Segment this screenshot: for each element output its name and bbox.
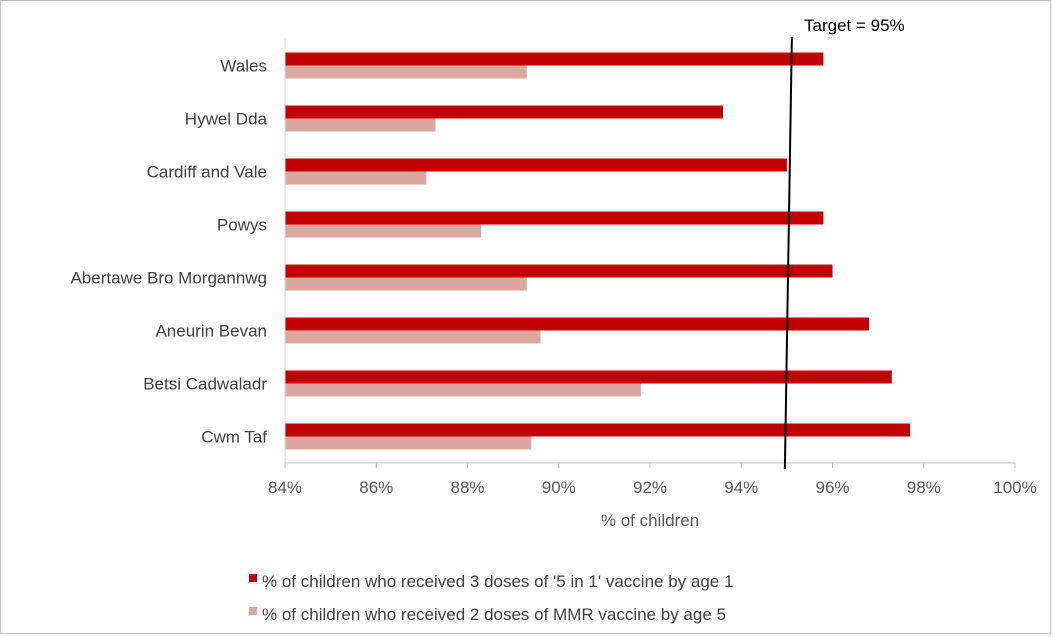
x-tick-label: 86%	[359, 478, 393, 497]
category-label: Aneurin Bevan	[155, 322, 267, 341]
bar-mmr	[285, 277, 527, 291]
target-label: Target = 95%	[804, 16, 905, 35]
category-label: Abertawe Bro Morgannwg	[70, 269, 267, 288]
bar-mmr	[285, 330, 541, 344]
target-line	[783, 36, 793, 470]
category-label: Powys	[217, 216, 267, 235]
x-tick-label: 100%	[993, 478, 1036, 497]
x-tick-label: 92%	[633, 478, 667, 497]
bar-5-in-1	[285, 105, 723, 119]
x-tick-label: 96%	[815, 478, 849, 497]
bar-mmr	[285, 171, 427, 185]
category-label: Hywel Dda	[185, 110, 268, 129]
category-label: Cwm Taf	[201, 428, 267, 447]
bar-mmr	[285, 436, 532, 450]
bar-5-in-1	[285, 370, 892, 384]
bar-mmr	[285, 65, 527, 79]
bar-5-in-1	[285, 264, 833, 278]
category-label: Wales	[220, 57, 267, 76]
x-tick-label: 84%	[268, 478, 302, 497]
bar-5-in-1	[285, 211, 824, 225]
bar-5-in-1	[285, 317, 869, 331]
x-tick-label: 98%	[907, 478, 941, 497]
x-tick-label: 94%	[724, 478, 758, 497]
legend: % of children who received 3 doses of '5…	[249, 572, 733, 624]
bar-5-in-1	[285, 158, 787, 172]
x-axis-title: % of children	[601, 511, 699, 530]
x-tick-label: 90%	[542, 478, 576, 497]
x-tick-label: 88%	[450, 478, 484, 497]
legend-label-mmr: % of children who received 2 doses of MM…	[262, 605, 726, 624]
category-label: Cardiff and Vale	[147, 163, 267, 182]
bar-mmr	[285, 383, 641, 397]
legend-swatch-5-in-1	[249, 574, 257, 582]
bar-5-in-1	[285, 423, 911, 437]
category-label: Betsi Cadwaladr	[143, 375, 267, 394]
bar-mmr	[285, 224, 482, 238]
legend-swatch-mmr	[249, 607, 257, 615]
legend-label-5-in-1: % of children who received 3 doses of '5…	[262, 572, 733, 591]
bar-5-in-1	[285, 52, 824, 66]
bar-mmr	[285, 118, 436, 132]
